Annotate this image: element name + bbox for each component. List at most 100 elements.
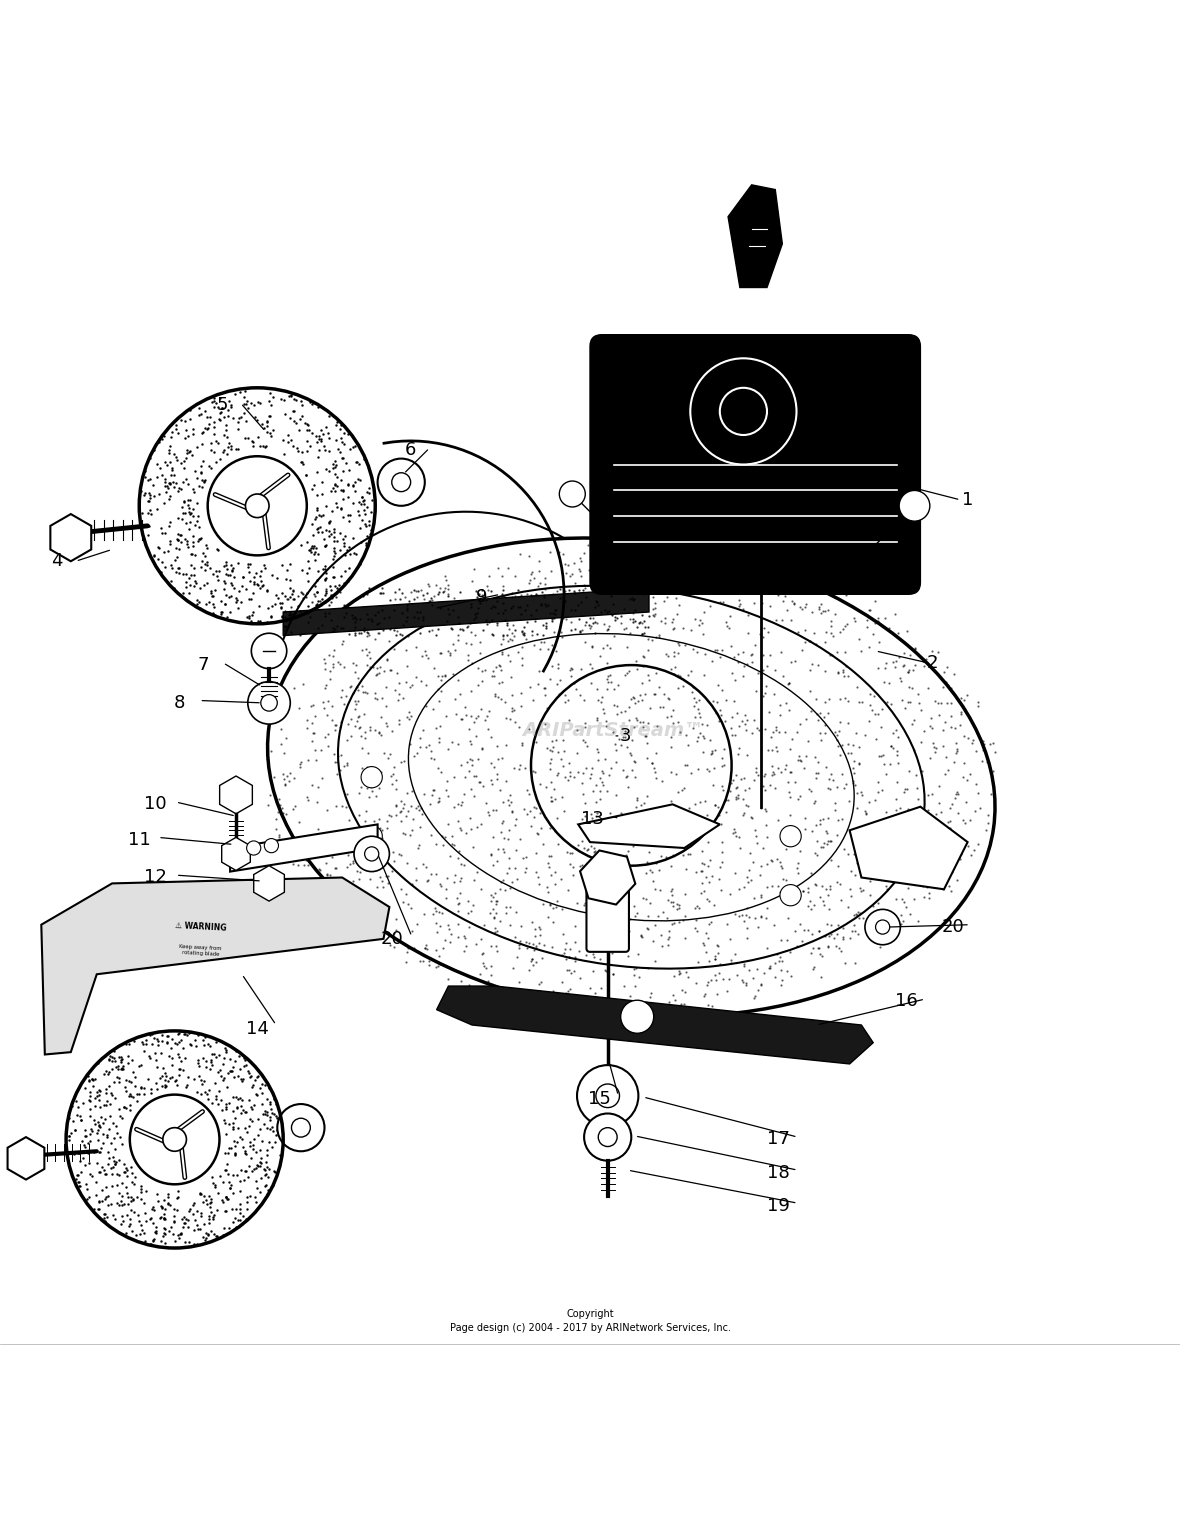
Point [817,819,835,843]
Point [365,808,384,832]
Point [870,744,889,769]
Point [834,617,853,641]
Point [366,603,385,627]
Point [192,468,211,492]
Point [216,1159,235,1183]
Point [224,1164,243,1188]
Point [98,1151,117,1176]
Point [123,1188,142,1212]
Point [148,1182,166,1206]
Point [257,1182,276,1206]
Point [340,503,359,527]
Point [540,855,559,880]
Point [749,661,768,685]
Point [107,1054,126,1078]
Point [431,576,450,600]
Point [471,770,490,794]
Point [557,561,576,585]
Point [752,883,771,907]
Point [653,769,671,793]
Point [164,1197,183,1221]
Point [898,876,917,901]
Point [484,896,503,921]
Point [196,1188,215,1212]
Point [251,609,270,633]
Point [881,925,900,949]
Point [216,1036,235,1060]
Point [217,1198,236,1223]
Point [131,1180,150,1205]
Point [160,529,179,553]
Point [435,576,454,600]
Point [176,418,195,442]
Point [349,503,368,527]
Text: 17: 17 [767,1130,791,1148]
Point [473,940,492,965]
Point [891,902,910,927]
Point [247,1176,266,1200]
Point [426,623,445,647]
Point [441,615,460,639]
Point [206,579,225,603]
Point [304,542,323,567]
Point [144,1229,163,1253]
Point [581,652,599,676]
Point [320,509,339,533]
Point [297,708,316,732]
Point [738,621,756,646]
Point [943,860,962,884]
Circle shape [251,633,287,668]
Point [361,500,380,524]
Point [385,936,404,960]
Point [930,855,949,880]
Point [543,582,562,606]
Point [284,605,303,629]
Point [332,743,350,767]
Point [297,428,316,453]
Point [807,632,826,656]
Point [880,928,899,952]
Point [942,691,961,715]
Point [509,641,527,665]
Point [464,557,483,582]
Point [489,600,507,624]
Point [815,690,834,714]
Point [830,718,848,743]
Point [531,801,550,825]
Point [451,816,470,840]
Point [749,718,768,743]
Point [540,750,559,775]
Point [211,602,230,626]
Point [504,594,523,618]
Point [332,685,350,709]
Point [332,615,350,639]
Point [195,573,214,597]
Point [565,582,584,606]
Point [697,712,716,737]
Point [244,1092,263,1116]
Point [333,447,352,471]
Point [356,808,375,832]
Point [776,753,795,778]
Point [301,605,320,629]
Point [738,864,756,889]
Point [308,460,327,485]
Point [525,917,544,942]
Point [251,576,270,600]
Point [760,954,779,978]
Point [328,763,347,787]
Point [618,943,637,968]
Point [381,658,400,682]
Point [369,775,388,799]
Point [552,583,571,608]
Point [329,744,348,769]
Point [184,1232,203,1256]
Point [205,386,224,410]
Point [804,957,822,981]
Point [890,646,909,670]
Point [487,614,506,638]
Point [159,1182,178,1206]
Point [358,480,376,504]
Point [552,785,571,810]
Point [202,582,221,606]
